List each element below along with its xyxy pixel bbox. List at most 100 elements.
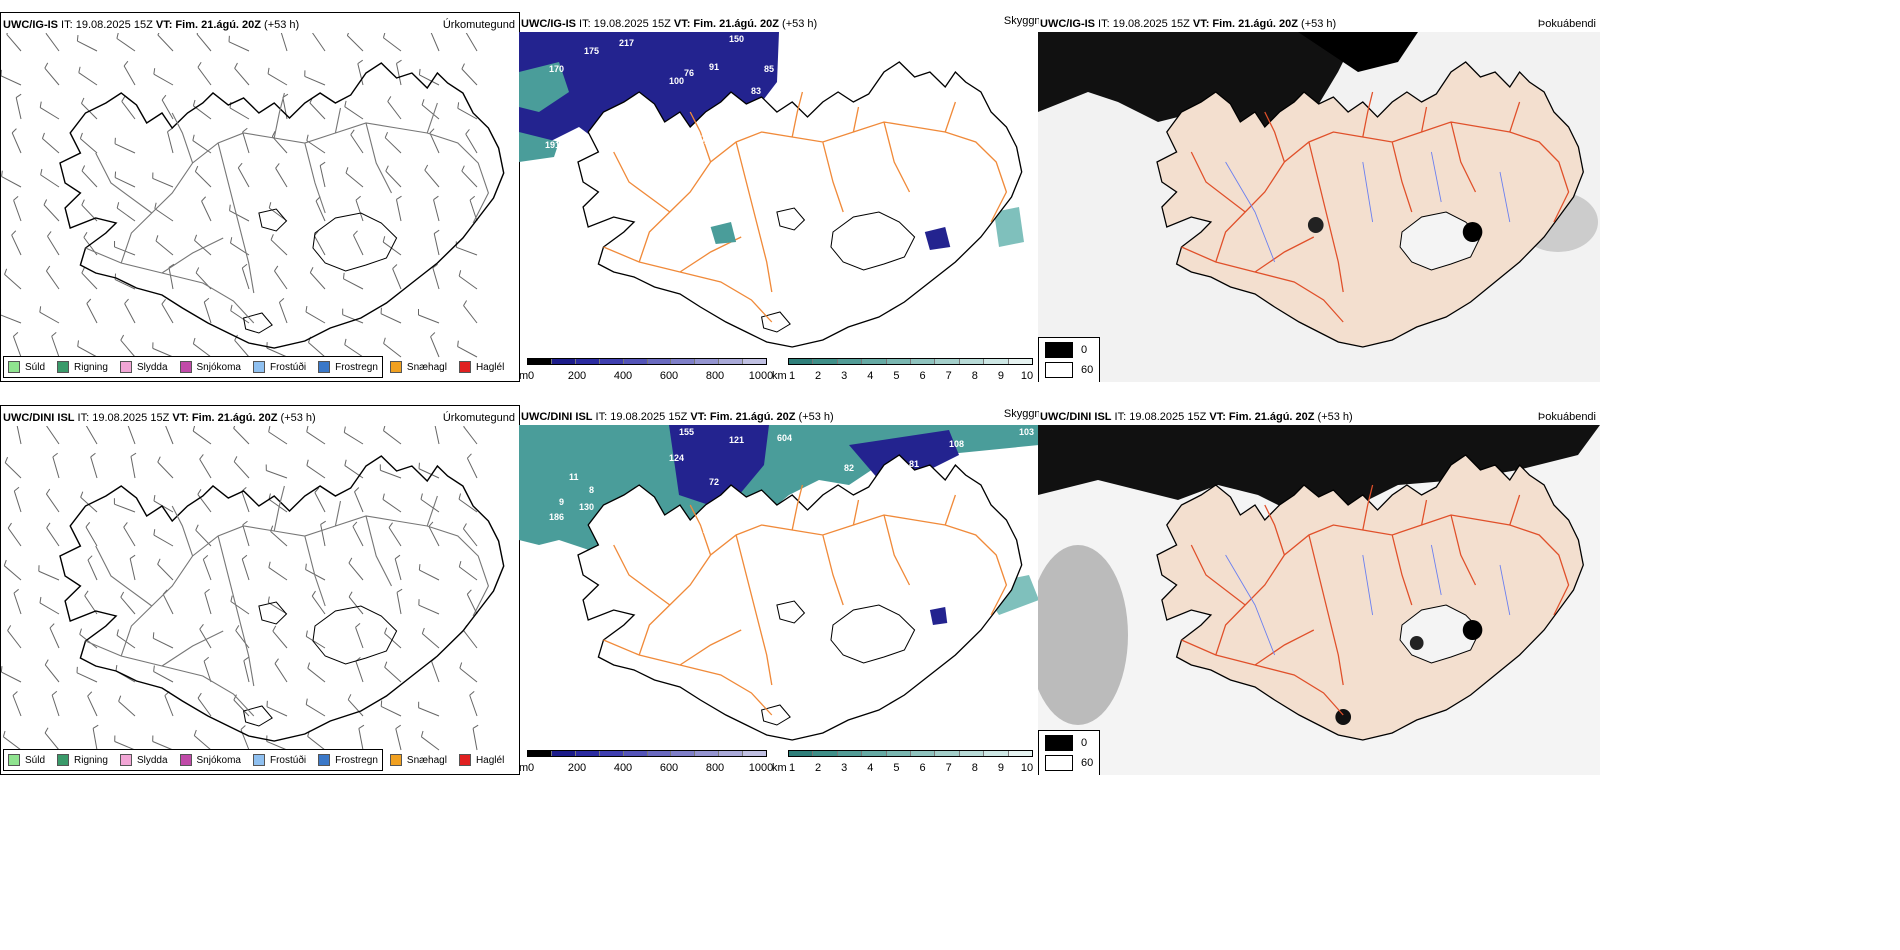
wind-barb-flag (383, 337, 386, 344)
wind-barb (167, 131, 174, 154)
wind-barb (458, 275, 478, 290)
wind-barb-flag (319, 161, 326, 166)
wind-barb (320, 524, 326, 547)
wind-barb-flag (457, 340, 459, 347)
wind-barb (4, 462, 22, 479)
wind-barb (274, 663, 288, 683)
wind-barb (380, 313, 402, 324)
wind-barb (275, 167, 288, 188)
wind-barb (233, 427, 250, 445)
wind-barb-flag (1, 666, 3, 673)
panel-title: UWC/DINI ISL IT: 19.08.2025 15Z VT: Fim.… (3, 412, 316, 425)
wind-barb-flag (44, 727, 49, 734)
colorbar-step (647, 751, 672, 756)
wind-barb (199, 628, 212, 649)
precip-type-panel-2: UWC/DINI ISL IT: 19.08.2025 15Z VT: Fim.… (0, 405, 520, 775)
legend-item: Súld (8, 361, 45, 373)
wind-barb (345, 172, 364, 188)
wind-barb (39, 107, 60, 120)
wind-barb (419, 569, 440, 581)
wind-barb-flag (458, 493, 461, 500)
scale-tick-label: 7 (945, 762, 952, 774)
wind-barb (432, 267, 440, 290)
wind-barb-flag (346, 33, 349, 36)
fog-index-legend: 0 60 (1038, 337, 1101, 382)
cloud-base-value: 60 (797, 32, 807, 38)
wind-barb (384, 137, 402, 154)
wind-barb (462, 528, 478, 547)
wind-barb (153, 637, 174, 649)
wind-barb-flag (123, 522, 128, 528)
valid-time: VT: Fim. 21.ágú. 20Z (1192, 18, 1298, 30)
colorbar-step (789, 359, 814, 364)
wind-barb-flag (344, 338, 347, 345)
scale-tick-label: 400 (613, 762, 633, 774)
wind-barb (77, 40, 98, 52)
wind-barb (162, 594, 174, 615)
legend-item: Slydda (119, 361, 168, 373)
wind-barb-flag (305, 563, 307, 570)
scale-tick-label: 200 (567, 370, 587, 382)
scale-tick-label: 9 (997, 762, 1004, 774)
wind-barb (430, 336, 440, 358)
colorbar-step (575, 359, 600, 364)
wind-barb (383, 430, 402, 445)
wind-barb-flag (161, 94, 167, 101)
wind-barb-flag (268, 493, 271, 500)
colorbar-step (695, 359, 720, 364)
fog-index-map (1038, 32, 1600, 382)
wind-barb (44, 67, 60, 86)
wind-barb (383, 343, 402, 358)
wind-barb (46, 426, 60, 445)
wind-barb (380, 469, 402, 479)
scale-tick-label: 800 (705, 762, 725, 774)
cloud-base-value: 8 (589, 485, 594, 495)
wind-barb (121, 101, 136, 120)
legend-label: Snjókoma (196, 754, 241, 766)
wind-barb-flag (347, 694, 352, 700)
wind-barb (199, 458, 212, 479)
wind-barb-flag (90, 452, 96, 458)
wind-barb-flag (348, 557, 353, 564)
wind-barb (382, 499, 402, 513)
wind-barb-flag (195, 267, 200, 274)
wind-barb (422, 633, 440, 649)
wind-barb-flag (350, 129, 355, 136)
scale-tick-label: 800 (705, 370, 725, 382)
wind-barb (157, 563, 174, 581)
wind-barb-flag (271, 131, 276, 137)
wind-barb-flag (241, 486, 247, 492)
colorbar-step (647, 359, 672, 364)
wind-barb (319, 165, 326, 188)
scale-tick-label: 2 (815, 370, 822, 382)
wind-barb (193, 735, 212, 751)
wind-barb (306, 465, 326, 479)
legend-item: Frostregn (318, 754, 378, 766)
cloud-base-value: 217 (619, 38, 634, 48)
wind-barb-flag (80, 491, 84, 498)
colorbar-step (837, 751, 863, 756)
wind-barb (243, 660, 250, 683)
wind-barb (268, 498, 288, 513)
valid-time: VT: Fim. 21.ágú. 20Z (1209, 411, 1315, 423)
wind-barb (81, 170, 98, 188)
wind-barb-flag (237, 162, 243, 169)
scale-tick-label: 2 (815, 762, 822, 774)
legend-label: Slydda (136, 361, 168, 373)
wind-barb (271, 136, 288, 154)
wind-barb (130, 456, 136, 479)
valid-time: VT: Fim. 21.ágú. 20Z (172, 412, 278, 424)
scale-tick-label: 4 (867, 762, 874, 774)
wind-barb (266, 706, 288, 717)
wind-barb-flag (242, 263, 248, 269)
wind-barb-flag (230, 595, 233, 602)
scale-unit: km (772, 762, 787, 774)
wind-barb (311, 595, 326, 615)
wind-barb-flag (418, 68, 421, 75)
scale-tick-label: 1 (788, 762, 796, 774)
wind-barb (161, 303, 174, 324)
wind-barb-flag (229, 204, 231, 211)
wind-barbs (1, 426, 479, 751)
issue-time: IT: 19.08.2025 15Z (1111, 411, 1210, 423)
wind-barb (195, 171, 212, 188)
